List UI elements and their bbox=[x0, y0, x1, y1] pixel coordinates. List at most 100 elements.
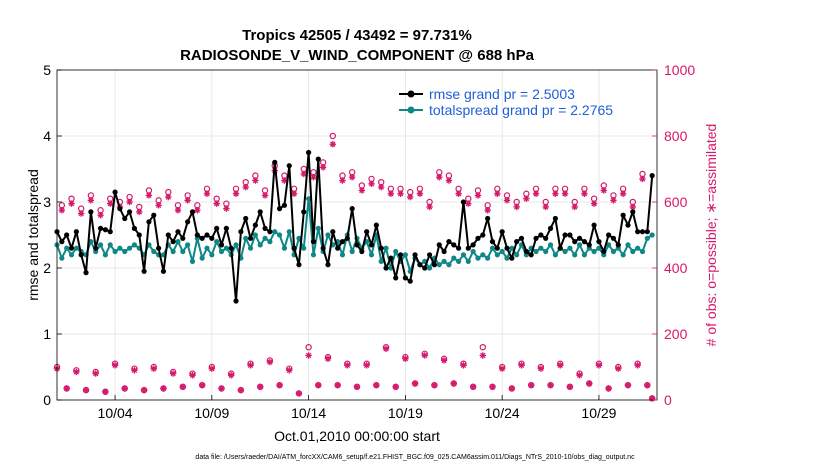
obs-assimilated-point bbox=[523, 195, 530, 202]
y-axis-left: 0 1 2 3 4 5 bbox=[43, 62, 62, 408]
obs-assimilated-point bbox=[648, 395, 656, 402]
obs-assimilated-point bbox=[189, 372, 196, 379]
spread-point bbox=[170, 248, 176, 255]
obs-assimilated-point bbox=[450, 380, 457, 387]
obs-star-stroke bbox=[470, 384, 476, 390]
spread-point bbox=[64, 245, 70, 251]
x-tick-label: 10/09 bbox=[194, 405, 229, 421]
rmse-point bbox=[170, 239, 176, 245]
obs-star-stroke bbox=[262, 192, 268, 199]
rmse-point bbox=[359, 248, 365, 255]
rmse-point bbox=[596, 239, 602, 245]
rmse-point bbox=[364, 229, 370, 235]
rmse-point bbox=[228, 245, 234, 251]
rmse-point bbox=[349, 206, 355, 212]
rmse-point bbox=[102, 227, 108, 233]
spread-point bbox=[59, 255, 65, 261]
rmse-point bbox=[489, 239, 496, 245]
spread-point bbox=[620, 252, 626, 258]
obs-star-stroke bbox=[126, 199, 133, 205]
obs-assimilated-point bbox=[140, 386, 148, 394]
rmse-point bbox=[451, 242, 457, 248]
spread-point bbox=[460, 252, 467, 258]
rmse-point bbox=[509, 255, 515, 261]
obs-star-stroke bbox=[639, 176, 646, 182]
obs-star-stroke bbox=[412, 380, 418, 387]
chart-title: Tropics 42505 / 43492 = 97.731% bbox=[242, 27, 472, 44]
obs-possible-point bbox=[329, 132, 337, 140]
obs-star-stroke bbox=[151, 365, 157, 372]
rmse-point bbox=[354, 242, 360, 248]
obs-star-stroke bbox=[238, 387, 244, 393]
y2-tick-label: 0 bbox=[664, 392, 672, 408]
spread-point bbox=[151, 248, 157, 255]
rmse-point bbox=[247, 235, 254, 241]
spread-point bbox=[276, 232, 283, 238]
obs-star-stroke bbox=[257, 384, 263, 390]
rmse-point bbox=[344, 235, 350, 241]
obs-assimilated-point bbox=[310, 174, 317, 181]
x-axis: 10/04 10/09 10/14 10/19 10/24 10/29 bbox=[98, 395, 617, 421]
spread-point bbox=[562, 248, 568, 255]
obs-star-stroke bbox=[591, 200, 597, 207]
rmse-point bbox=[146, 219, 152, 225]
obs-assimilated-point bbox=[237, 386, 245, 394]
rmse-point bbox=[97, 225, 104, 231]
obs-assimilated-point bbox=[73, 368, 80, 376]
spread-point bbox=[214, 239, 220, 245]
obs-star-stroke bbox=[543, 204, 549, 210]
obs-assimilated-point bbox=[411, 380, 419, 387]
obs-star-stroke bbox=[296, 390, 302, 397]
obs-assimilated-point bbox=[203, 190, 211, 197]
obs-star-stroke bbox=[644, 382, 651, 388]
rmse-point bbox=[267, 229, 273, 235]
rmse-point bbox=[388, 255, 394, 261]
spread-point bbox=[175, 239, 181, 245]
obs-assimilated-point bbox=[348, 174, 356, 181]
obs-star-stroke bbox=[605, 385, 612, 392]
obs-star-stroke bbox=[494, 191, 501, 197]
spread-point bbox=[223, 245, 229, 251]
obs-star-stroke bbox=[112, 362, 118, 369]
obs-star-stroke bbox=[441, 357, 447, 364]
obs-star-stroke bbox=[146, 192, 152, 199]
obs-star-stroke bbox=[228, 372, 234, 378]
obs-assimilated-point bbox=[465, 200, 472, 207]
obs-assimilated-point bbox=[542, 203, 549, 211]
rmse-point bbox=[335, 245, 341, 251]
spread-point bbox=[581, 252, 588, 258]
spread-point bbox=[102, 252, 108, 258]
obs-assimilated-point bbox=[557, 362, 564, 369]
rmse-point bbox=[446, 239, 452, 245]
obs-star-stroke bbox=[518, 362, 525, 369]
rmse-point bbox=[339, 239, 346, 245]
rmse-point bbox=[223, 225, 229, 231]
x-axis-label: Oct.01,2010 00:00:00 start bbox=[274, 428, 440, 444]
obs-assimilated-point bbox=[242, 183, 249, 191]
rmse-point bbox=[494, 245, 500, 251]
obs-assimilated-point bbox=[339, 177, 346, 184]
obs-assimilated-point bbox=[576, 372, 583, 379]
obs-assimilated-point bbox=[469, 383, 477, 390]
obs-star-stroke bbox=[475, 192, 481, 199]
spread-point bbox=[393, 248, 399, 255]
spread-point bbox=[567, 245, 573, 251]
rmse-point bbox=[64, 232, 70, 238]
obs-star-stroke bbox=[63, 385, 70, 392]
obs-assimilated-point bbox=[610, 197, 617, 204]
spread-point bbox=[272, 229, 278, 235]
obs-star-stroke bbox=[267, 359, 273, 365]
spread-point bbox=[451, 255, 457, 261]
obs-star-stroke bbox=[78, 210, 84, 217]
obs-possible-point bbox=[305, 344, 312, 351]
obs-star-stroke bbox=[359, 187, 365, 194]
rmse-point bbox=[475, 235, 481, 241]
obs-star-stroke bbox=[460, 362, 467, 369]
obs-star-stroke bbox=[310, 174, 317, 180]
rmse-point bbox=[562, 232, 568, 238]
rmse-point bbox=[243, 215, 249, 222]
obs-assimilated-point bbox=[513, 203, 520, 211]
obs-assimilated-point bbox=[392, 383, 399, 390]
rmse-point bbox=[572, 239, 578, 245]
obs-assimilated-point bbox=[460, 362, 467, 369]
